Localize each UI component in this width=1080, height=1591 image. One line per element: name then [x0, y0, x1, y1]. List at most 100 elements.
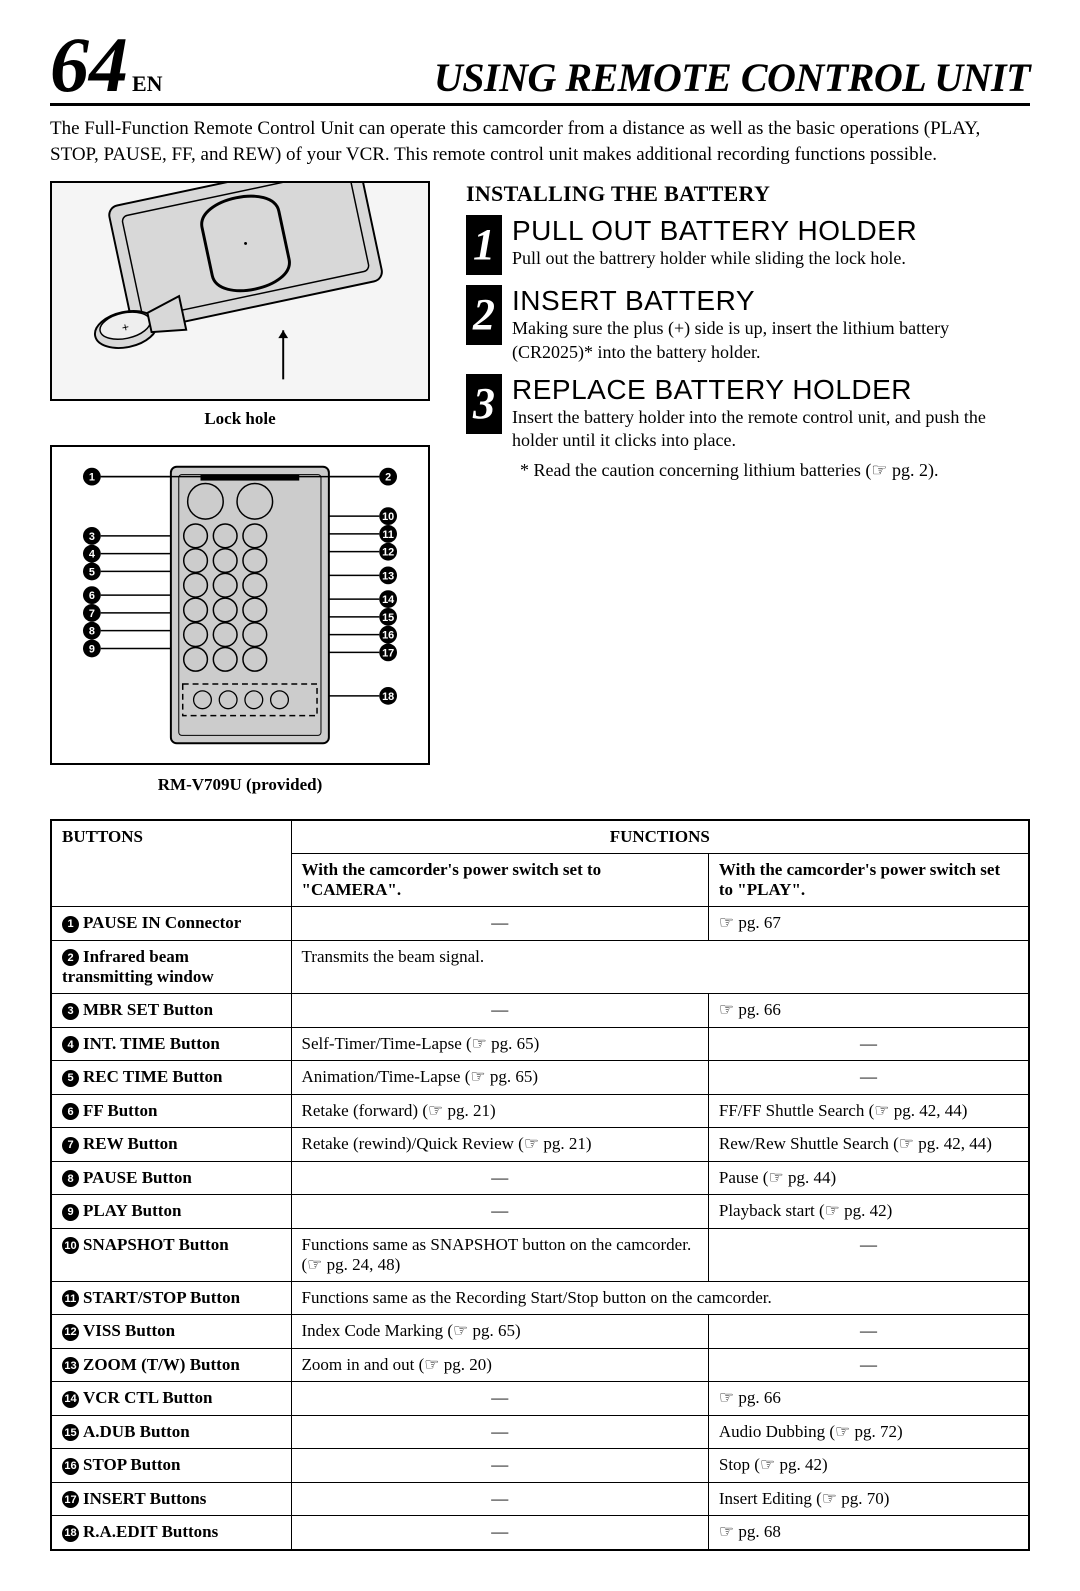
cell-play: ☞ pg. 66	[708, 994, 1029, 1028]
cell-button-name: 14VCR CTL Button	[51, 1382, 291, 1416]
th-camera: With the camcorder's power switch set to…	[291, 854, 708, 907]
cell-camera: —	[291, 1449, 708, 1483]
step-body: PULL OUT BATTERY HOLDER Pull out the bat…	[512, 215, 1030, 275]
functions-table: BUTTONS FUNCTIONS With the camcorder's p…	[50, 819, 1030, 1551]
svg-text:8: 8	[89, 626, 95, 638]
table-row: 13ZOOM (T/W) ButtonZoom in and out (☞ pg…	[51, 1348, 1029, 1382]
remote-model-label: RM-V709U (provided)	[50, 775, 430, 795]
cell-function-span: Functions same as the Recording Start/St…	[291, 1281, 1029, 1315]
svg-text:9: 9	[89, 644, 95, 656]
step-number: 3	[466, 374, 502, 434]
cell-camera: Self-Timer/Time-Lapse (☞ pg. 65)	[291, 1027, 708, 1061]
cell-play: —	[708, 1315, 1029, 1349]
table-row: 2Infrared beam transmitting windowTransm…	[51, 940, 1029, 994]
page-title: USING REMOTE CONTROL UNIT	[434, 54, 1030, 101]
step-text: Making sure the plus (+) side is up, ins…	[512, 317, 1030, 364]
step-body: INSERT BATTERY Making sure the plus (+) …	[512, 285, 1030, 364]
cell-camera: Retake (forward) (☞ pg. 21)	[291, 1094, 708, 1128]
page-number: 64	[50, 21, 128, 108]
cell-button-name: 16STOP Button	[51, 1449, 291, 1483]
cell-button-name: 6FF Button	[51, 1094, 291, 1128]
install-heading: INSTALLING THE BATTERY	[466, 181, 1030, 207]
step-title: INSERT BATTERY	[512, 285, 1030, 317]
intro-paragraph: The Full-Function Remote Control Unit ca…	[50, 116, 1030, 167]
cell-camera: Functions same as SNAPSHOT button on the…	[291, 1228, 708, 1281]
cell-play: FF/FF Shuttle Search (☞ pg. 42, 44)	[708, 1094, 1029, 1128]
table-row: 9PLAY Button—Playback start (☞ pg. 42)	[51, 1195, 1029, 1229]
table-row: 4INT. TIME ButtonSelf-Timer/Time-Lapse (…	[51, 1027, 1029, 1061]
step-number: 1	[466, 215, 502, 275]
cell-button-name: 2Infrared beam transmitting window	[51, 940, 291, 994]
cell-button-name: 1PAUSE IN Connector	[51, 907, 291, 941]
cell-camera: —	[291, 1195, 708, 1229]
cell-play: Stop (☞ pg. 42)	[708, 1449, 1029, 1483]
step-note: * Read the caution concerning lithium ba…	[512, 459, 1030, 482]
cell-camera: —	[291, 1161, 708, 1195]
svg-text:12: 12	[382, 547, 394, 559]
table-row: 12VISS ButtonIndex Code Marking (☞ pg. 6…	[51, 1315, 1029, 1349]
svg-text:1: 1	[89, 472, 95, 484]
table-row: 14VCR CTL Button—☞ pg. 66	[51, 1382, 1029, 1416]
th-buttons: BUTTONS	[51, 820, 291, 907]
cell-function-span: Transmits the beam signal.	[291, 940, 1029, 994]
svg-text:2: 2	[385, 472, 391, 484]
table-row: 15A.DUB Button—Audio Dubbing (☞ pg. 72)	[51, 1415, 1029, 1449]
step-title: PULL OUT BATTERY HOLDER	[512, 215, 1030, 247]
svg-text:13: 13	[382, 571, 394, 583]
table-row: 6FF ButtonRetake (forward) (☞ pg. 21)FF/…	[51, 1094, 1029, 1128]
cell-play: Insert Editing (☞ pg. 70)	[708, 1482, 1029, 1516]
install-step: 1 PULL OUT BATTERY HOLDER Pull out the b…	[466, 215, 1030, 275]
battery-diagram: +	[50, 181, 430, 401]
table-row: 11START/STOP ButtonFunctions same as the…	[51, 1281, 1029, 1315]
svg-text:16: 16	[382, 630, 394, 642]
table-row: 1PAUSE IN Connector—☞ pg. 67	[51, 907, 1029, 941]
svg-text:15: 15	[382, 612, 394, 624]
cell-button-name: 17INSERT Buttons	[51, 1482, 291, 1516]
cell-play: —	[708, 1027, 1029, 1061]
cell-play: —	[708, 1348, 1029, 1382]
step-body: REPLACE BATTERY HOLDER Insert the batter…	[512, 374, 1030, 482]
cell-button-name: 11START/STOP Button	[51, 1281, 291, 1315]
page-number-block: 64EN	[50, 30, 163, 100]
svg-text:6: 6	[89, 590, 95, 602]
svg-text:10: 10	[382, 511, 394, 523]
cell-button-name: 7REW Button	[51, 1128, 291, 1162]
remote-diagram: 134567892101112131415161718	[50, 445, 430, 765]
step-text: Insert the battery holder into the remot…	[512, 406, 1030, 453]
two-column-section: + Lock hole 134567892101112131415161718 …	[50, 181, 1030, 795]
table-row: 16STOP Button—Stop (☞ pg. 42)	[51, 1449, 1029, 1483]
step-text: Pull out the battrery holder while slidi…	[512, 247, 1030, 270]
cell-play: Rew/Rew Shuttle Search (☞ pg. 42, 44)	[708, 1128, 1029, 1162]
cell-button-name: 12VISS Button	[51, 1315, 291, 1349]
svg-text:17: 17	[382, 648, 394, 660]
cell-camera: Index Code Marking (☞ pg. 65)	[291, 1315, 708, 1349]
cell-camera: —	[291, 1382, 708, 1416]
figure-column: + Lock hole 134567892101112131415161718 …	[50, 181, 430, 795]
cell-camera: —	[291, 994, 708, 1028]
cell-play: —	[708, 1061, 1029, 1095]
svg-text:4: 4	[89, 549, 95, 561]
table-row: 7REW ButtonRetake (rewind)/Quick Review …	[51, 1128, 1029, 1162]
step-number: 2	[466, 285, 502, 345]
cell-button-name: 13ZOOM (T/W) Button	[51, 1348, 291, 1382]
cell-button-name: 5REC TIME Button	[51, 1061, 291, 1095]
steps-container: 1 PULL OUT BATTERY HOLDER Pull out the b…	[466, 215, 1030, 482]
install-step: 3 REPLACE BATTERY HOLDER Insert the batt…	[466, 374, 1030, 482]
table-row: 3MBR SET Button—☞ pg. 66	[51, 994, 1029, 1028]
table-row: 17INSERT Buttons—Insert Editing (☞ pg. 7…	[51, 1482, 1029, 1516]
th-functions: FUNCTIONS	[291, 820, 1029, 854]
th-play: With the camcorder's power switch set to…	[708, 854, 1029, 907]
cell-button-name: 3MBR SET Button	[51, 994, 291, 1028]
cell-button-name: 15A.DUB Button	[51, 1415, 291, 1449]
cell-camera: —	[291, 907, 708, 941]
svg-text:5: 5	[89, 567, 95, 579]
cell-button-name: 10SNAPSHOT Button	[51, 1228, 291, 1281]
cell-play: —	[708, 1228, 1029, 1281]
install-column: INSTALLING THE BATTERY 1 PULL OUT BATTER…	[466, 181, 1030, 795]
cell-button-name: 4INT. TIME Button	[51, 1027, 291, 1061]
cell-camera: —	[291, 1415, 708, 1449]
cell-play: ☞ pg. 66	[708, 1382, 1029, 1416]
page-lang: EN	[132, 71, 163, 96]
table-row: 10SNAPSHOT ButtonFunctions same as SNAPS…	[51, 1228, 1029, 1281]
table-row: 5REC TIME ButtonAnimation/Time-Lapse (☞ …	[51, 1061, 1029, 1095]
